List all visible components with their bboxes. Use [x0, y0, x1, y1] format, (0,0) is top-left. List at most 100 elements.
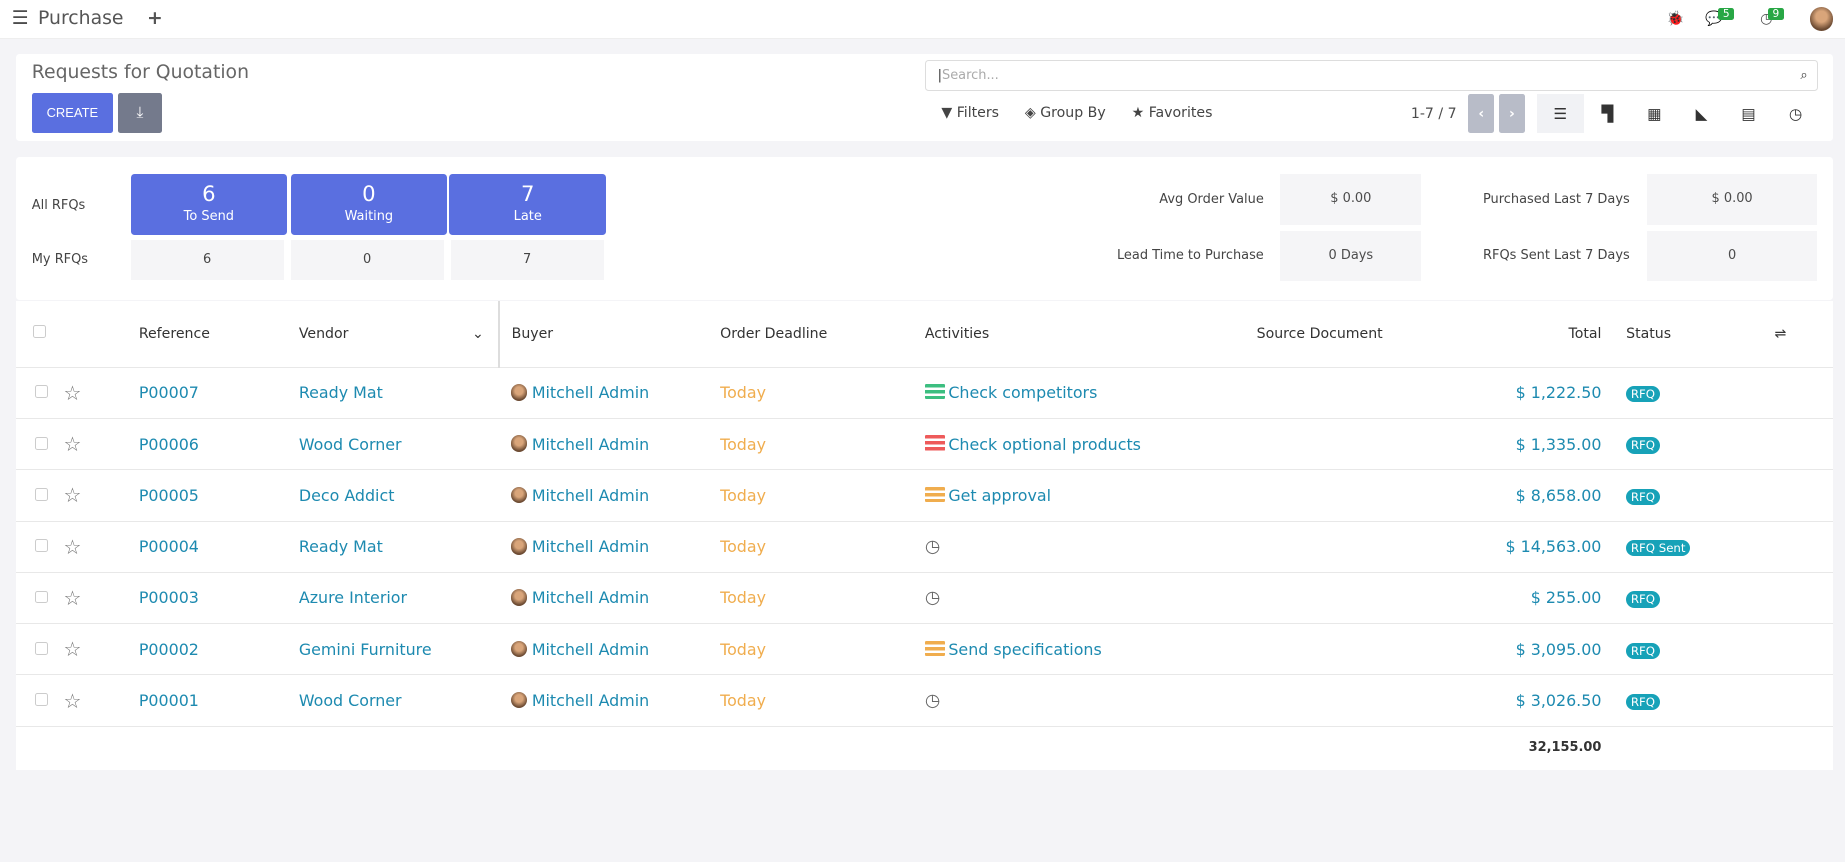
reference[interactable]: P00007: [138, 366, 299, 419]
pivot-view-icon[interactable]: ▦: [1647, 104, 1662, 123]
my-to-send[interactable]: 6: [130, 240, 284, 281]
buyer[interactable]: Mitchell Admin: [531, 383, 650, 403]
buyer[interactable]: Mitchell Admin: [531, 588, 650, 608]
clock-icon[interactable]: ◷: [924, 690, 941, 711]
calendar-view-icon[interactable]: ▤: [1741, 104, 1756, 123]
buyer[interactable]: Mitchell Admin: [531, 485, 650, 505]
pager-next[interactable]: ›: [1498, 94, 1525, 133]
filters-button[interactable]: ▼ Filters: [941, 104, 999, 121]
menu-icon[interactable]: ☰: [11, 8, 29, 30]
reference[interactable]: P00002: [138, 623, 299, 675]
row-checkbox[interactable]: [35, 693, 49, 707]
activity-summary[interactable]: Check competitors: [948, 383, 1098, 403]
clock-icon[interactable]: ◷: [924, 536, 941, 557]
total-sum: 32,155.00: [1433, 725, 1610, 769]
table-row[interactable]: ☆ P00007 Ready Mat Mitchell Admin Today …: [16, 366, 1834, 419]
pager-value[interactable]: 1-7 / 7: [1410, 105, 1457, 122]
table-row[interactable]: ☆ P00003 Azure Interior Mitchell Admin T…: [16, 571, 1834, 624]
row-checkbox[interactable]: [35, 487, 49, 501]
avg-order-value: $ 0.00: [1280, 174, 1422, 225]
vendor[interactable]: Ready Mat: [298, 520, 499, 573]
vendor[interactable]: Azure Interior: [298, 571, 499, 624]
col-reference[interactable]: Reference: [138, 325, 210, 342]
table-row[interactable]: ☆ P00001 Wood Corner Mitchell Admin Toda…: [16, 674, 1834, 727]
chevron-down-icon: ⌄: [471, 325, 484, 342]
order-deadline: Today: [720, 674, 925, 727]
chat-button[interactable]: 💬5: [1705, 8, 1739, 27]
clock-icon[interactable]: ◷: [924, 587, 941, 608]
reference[interactable]: P00003: [138, 571, 299, 624]
col-total[interactable]: Total: [1568, 325, 1602, 342]
table-row[interactable]: ☆ P00005 Deco Addict Mitchell Admin Toda…: [16, 469, 1834, 522]
col-buyer[interactable]: Buyer: [511, 325, 554, 342]
activity-button[interactable]: ◷9: [1760, 8, 1788, 27]
buyer[interactable]: Mitchell Admin: [531, 434, 650, 454]
search-input[interactable]: | Search... ⌕: [924, 60, 1818, 91]
activity-summary[interactable]: Check optional products: [948, 434, 1141, 454]
my-late[interactable]: 7: [450, 240, 604, 281]
tile-to-send[interactable]: 6 To Send: [130, 174, 288, 236]
col-source[interactable]: Source Document: [1256, 325, 1383, 342]
activity-view-icon[interactable]: ◷: [1788, 104, 1803, 123]
reference[interactable]: P00006: [138, 417, 299, 470]
buyer-avatar: [510, 486, 528, 504]
tile-late[interactable]: 7 Late: [449, 174, 606, 236]
purchase-dashboard: All RFQs My RFQs 6 To Send 0 Waiting 7 Late…: [16, 156, 1834, 301]
tile-label: Late: [513, 208, 542, 224]
vendor[interactable]: Ready Mat: [298, 366, 499, 419]
vendor[interactable]: Wood Corner: [298, 417, 499, 470]
row-checkbox[interactable]: [35, 436, 49, 450]
graph-view-icon[interactable]: ◣: [1695, 104, 1708, 123]
star-icon[interactable]: ☆: [63, 483, 82, 508]
col-deadline[interactable]: Order Deadline: [720, 325, 828, 342]
vendor[interactable]: Deco Addict: [298, 469, 499, 522]
row-checkbox[interactable]: [35, 385, 49, 399]
col-status[interactable]: Status: [1626, 325, 1672, 342]
star-icon[interactable]: ☆: [63, 585, 82, 610]
col-activities[interactable]: Activities: [924, 325, 990, 342]
buyer[interactable]: Mitchell Admin: [531, 691, 650, 711]
vendor[interactable]: Gemini Furniture: [298, 623, 499, 675]
star-icon[interactable]: ☆: [63, 432, 82, 457]
filters-label: Filters: [956, 104, 999, 121]
reference[interactable]: P00004: [138, 520, 299, 573]
reference[interactable]: P00005: [138, 469, 299, 522]
row-checkbox[interactable]: [35, 641, 49, 655]
buyer-avatar: [510, 538, 528, 555]
create-button[interactable]: CREATE: [31, 92, 113, 133]
status-badge: RFQ: [1626, 488, 1660, 506]
search-icon[interactable]: ⌕: [1800, 67, 1808, 83]
star-icon[interactable]: ☆: [63, 534, 82, 559]
user-avatar[interactable]: [1809, 7, 1834, 31]
new-icon[interactable]: +: [147, 8, 163, 30]
activity-summary[interactable]: Get approval: [948, 485, 1051, 505]
favorites-button[interactable]: ★ Favorites: [1131, 104, 1213, 121]
list-view-icon[interactable]: ☰: [1536, 94, 1584, 133]
debug-icon[interactable]: 🐞: [1666, 10, 1685, 27]
activity-summary[interactable]: Send specifications: [948, 639, 1102, 659]
app-title[interactable]: Purchase: [38, 8, 124, 30]
star-icon[interactable]: ☆: [63, 637, 82, 662]
buyer[interactable]: Mitchell Admin: [531, 537, 650, 557]
buyer[interactable]: Mitchell Admin: [531, 639, 650, 659]
column-settings-icon[interactable]: ⇌: [1774, 325, 1787, 342]
star-icon[interactable]: ☆: [63, 380, 82, 405]
activity-type-icon: [924, 384, 945, 400]
download-button[interactable]: ⤓: [117, 92, 163, 133]
row-checkbox[interactable]: [35, 590, 49, 604]
vendor[interactable]: Wood Corner: [298, 674, 499, 727]
table-row[interactable]: ☆ P00006 Wood Corner Mitchell Admin Toda…: [16, 417, 1834, 470]
group-by-button[interactable]: ◈ Group By: [1024, 104, 1106, 121]
rfqs-sent-value: 0: [1647, 230, 1817, 282]
row-checkbox[interactable]: [35, 539, 49, 553]
col-vendor[interactable]: Vendor ⌄: [298, 301, 500, 368]
table-row[interactable]: ☆ P00004 Ready Mat Mitchell Admin Today …: [16, 520, 1834, 573]
table-row[interactable]: ☆ P00002 Gemini Furniture Mitchell Admin…: [16, 623, 1834, 675]
select-all-checkbox[interactable]: [32, 325, 46, 339]
tile-waiting[interactable]: 0 Waiting: [290, 174, 448, 236]
pager-previous[interactable]: ‹: [1468, 94, 1495, 133]
star-icon[interactable]: ☆: [63, 688, 82, 713]
my-waiting[interactable]: 0: [290, 240, 444, 281]
reference[interactable]: P00001: [138, 674, 299, 727]
kanban-view-icon[interactable]: ▜: [1601, 104, 1614, 123]
